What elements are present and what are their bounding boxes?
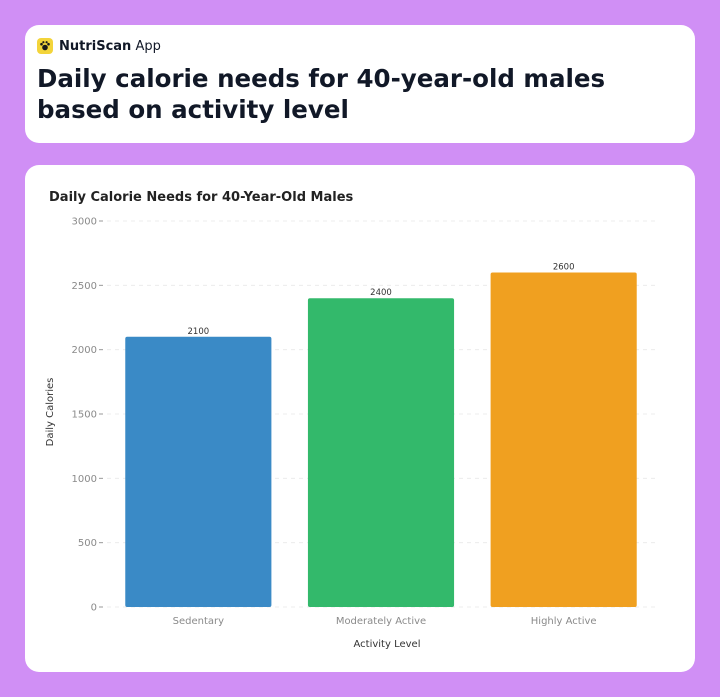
y-tick-label: 500: [78, 538, 97, 549]
bar: [125, 336, 272, 607]
y-axis-ticks: 0 500 1000 1500 2000 2500 3000: [72, 217, 103, 614]
y-tick-label: 2000: [72, 345, 97, 356]
x-axis-label: Activity Level: [354, 639, 421, 650]
x-tick-label: Moderately Active: [336, 616, 426, 627]
page-title: Daily calorie needs for 40-year-old male…: [37, 64, 606, 124]
bar: [307, 298, 455, 607]
bar-value-label: 2400: [370, 288, 392, 298]
chart-card: Daily Calorie Needs for 40-Year-Old Male…: [25, 165, 695, 672]
paw-icon: [37, 38, 53, 54]
y-tick-label: 0: [91, 603, 97, 614]
app-brand: NutriScan App: [37, 37, 161, 55]
bar-value-label: 2600: [553, 262, 575, 272]
chart-title: Daily Calorie Needs for 40-Year-Old Male…: [49, 190, 354, 205]
y-tick-label: 3000: [72, 217, 97, 228]
y-tick-label: 2500: [72, 281, 97, 292]
y-tick-label: 1000: [72, 474, 97, 485]
y-tick-label: 1500: [72, 410, 97, 421]
y-axis-label: Daily Calories: [45, 378, 56, 447]
bar-chart: Daily Calorie Needs for 40-Year-Old Male…: [45, 190, 655, 650]
app-name-rest: App: [131, 38, 161, 54]
bars: 2100 2400 2600: [125, 262, 637, 607]
x-tick-label: Highly Active: [531, 616, 597, 627]
app-name: NutriScan App: [59, 39, 161, 54]
app-name-bold: NutriScan: [59, 38, 132, 54]
bar: [490, 272, 637, 607]
bar-value-label: 2100: [188, 327, 210, 337]
x-tick-label: Sedentary: [173, 616, 224, 627]
x-axis-ticks: Sedentary Moderately Active Highly Active: [173, 616, 597, 627]
header-card: NutriScan App Daily calorie needs for 40…: [25, 25, 695, 143]
